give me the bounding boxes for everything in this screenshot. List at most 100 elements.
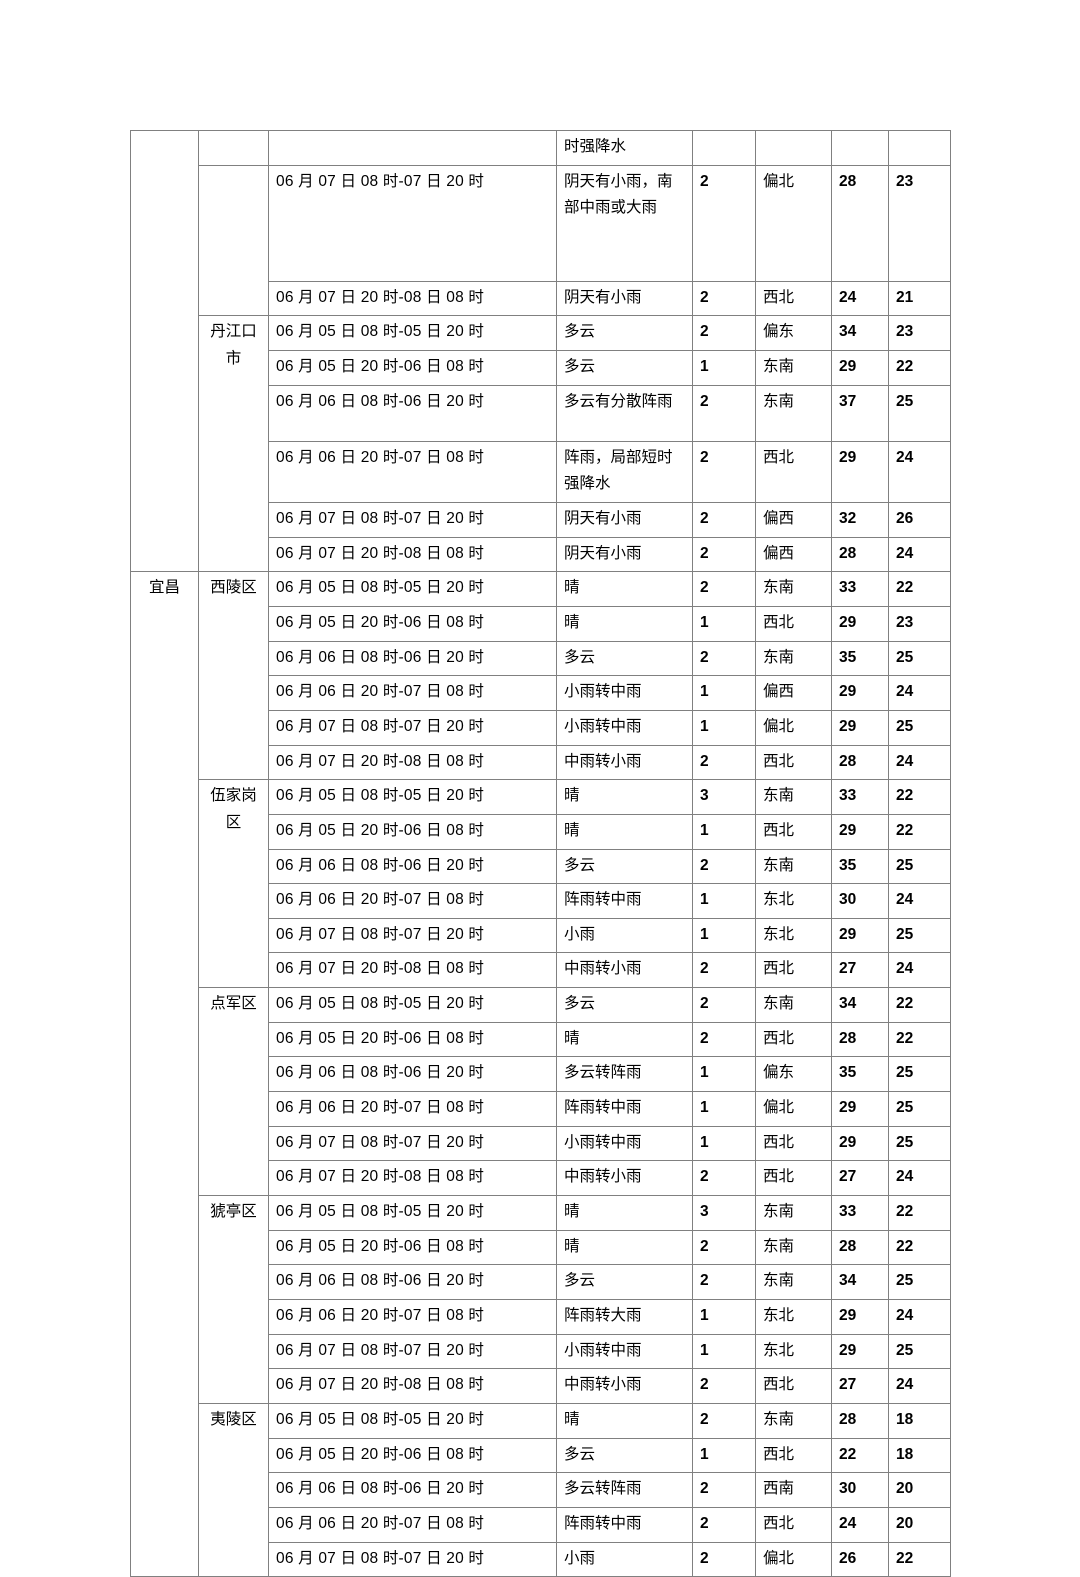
- high-temp-cell: 30: [831, 1472, 889, 1508]
- period-cell: 06 月 06 日 08 时-06 日 20 时: [268, 1472, 557, 1508]
- wind-direction-cell: 西北: [755, 605, 832, 642]
- table-row: 06 月 06 日 20 时-07 日 08 时小雨转中雨 1 偏西 29 24: [131, 675, 951, 711]
- wind-force-cell: 1: [692, 1125, 756, 1162]
- wind-force-cell: 2: [692, 640, 756, 677]
- low-temp-cell: 24: [888, 1299, 951, 1335]
- table-row: 点军区 06 月 05 日 08 时-05 日 20 时多云 2 东南 34 22: [131, 987, 951, 1197]
- wind-direction-cell: 东北: [755, 883, 832, 919]
- period-cell: 06 月 05 日 20 时-06 日 08 时: [268, 1229, 557, 1266]
- table-row: 时强降水: [130, 129, 951, 573]
- period-cell: 06 月 06 日 08 时-06 日 20 时: [268, 848, 557, 885]
- weather-cell: 小雨转中雨: [556, 1333, 693, 1370]
- period-cell: 06 月 05 日 20 时-06 日 08 时: [268, 349, 557, 386]
- wind-force-cell: 2: [692, 1403, 756, 1439]
- high-temp-cell: 28: [831, 1403, 889, 1439]
- low-temp-cell: 22: [888, 779, 951, 815]
- wind-direction-cell: 东南: [755, 987, 832, 1023]
- low-temp-cell: 25: [888, 709, 951, 746]
- high-temp-cell: [831, 130, 889, 166]
- weather-cell: 阴天有小雨: [556, 280, 693, 317]
- period-cell: 06 月 07 日 08 时-07 日 20 时: [268, 1333, 557, 1370]
- wind-direction-cell: 东北: [755, 1299, 832, 1335]
- low-temp-cell: 22: [888, 1021, 951, 1058]
- wind-force-cell: 2: [692, 571, 756, 607]
- wind-direction-cell: 东北: [755, 1333, 832, 1370]
- wind-force-cell: 2: [692, 1229, 756, 1266]
- district-cell: 夷陵区: [198, 1402, 269, 1577]
- wind-force-cell: 2: [692, 744, 756, 781]
- high-temp-cell: 29: [831, 1091, 889, 1127]
- table-row: 06 月 07 日 20 时-08 日 08 时中雨转小雨 2 西北 27 24: [131, 1160, 951, 1197]
- table-row: 06 月 07 日 08 时-07 日 20 时小雨转中雨 1 西北 29 25: [131, 1125, 951, 1162]
- low-temp-cell: 25: [888, 1125, 951, 1162]
- period-cell: 06 月 07 日 20 时-08 日 08 时: [268, 1160, 557, 1197]
- wind-direction-cell: 东南: [755, 571, 832, 607]
- period-cell: 06 月 07 日 20 时-08 日 08 时: [268, 952, 557, 989]
- table-row: 06 月 07 日 20 时-08 日 08 时阴天有小雨 2 偏西 28 24: [131, 536, 951, 573]
- table-row: 06 月 07 日 08 时-07 日 20 时小雨转中雨 1 偏北 29 25: [131, 709, 951, 746]
- wind-force-cell: 2: [692, 280, 756, 317]
- district-cell: 点军区: [198, 987, 269, 1197]
- wind-direction-cell: 西北: [755, 1125, 832, 1162]
- weather-cell: 阴天有小雨: [556, 501, 693, 538]
- period-cell: 06 月 05 日 20 时-06 日 08 时: [268, 1437, 557, 1474]
- wind-force-cell: 1: [692, 1437, 756, 1474]
- low-temp-cell: 22: [888, 1195, 951, 1231]
- table-row: 夷陵区 06 月 05 日 08 时-05 日 20 时晴 2 东南 28 18: [131, 1402, 951, 1577]
- wind-force-cell: 2: [692, 848, 756, 885]
- wind-force-cell: 2: [692, 384, 756, 442]
- district-cell: [198, 164, 269, 317]
- wind-direction-cell: 西北: [755, 813, 832, 850]
- low-temp-cell: 22: [888, 987, 951, 1023]
- weather-cell: 多云: [556, 640, 693, 677]
- city-cell: 宜昌: [130, 571, 199, 1577]
- weather-cell: 多云: [556, 848, 693, 885]
- wind-direction-cell: 偏西: [755, 501, 832, 538]
- low-temp-cell: 20: [888, 1472, 951, 1508]
- high-temp-cell: 29: [831, 917, 889, 954]
- wind-force-cell: 2: [692, 952, 756, 989]
- low-temp-cell: 25: [888, 640, 951, 677]
- wind-direction-cell: 西北: [755, 952, 832, 989]
- table-row: 06 月 05 日 20 时-06 日 08 时晴 1 西北 29 23: [131, 605, 951, 642]
- wind-direction-cell: 偏西: [755, 675, 832, 711]
- weather-cell: 多云: [556, 1437, 693, 1474]
- low-temp-cell: 26: [888, 501, 951, 538]
- wind-direction-cell: 西北: [755, 1437, 832, 1474]
- wind-force-cell: 1: [692, 1333, 756, 1370]
- high-temp-cell: 33: [831, 1195, 889, 1231]
- weather-cell: 阵雨转中雨: [556, 883, 693, 919]
- high-temp-cell: 24: [831, 280, 889, 317]
- wind-force-cell: 2: [692, 987, 756, 1023]
- period-cell: 06 月 06 日 20 时-07 日 08 时: [268, 675, 557, 711]
- table-row: 06 月 05 日 20 时-06 日 08 时晴 2 西北 28 22: [131, 1021, 951, 1058]
- district-cell: 丹江口市: [198, 315, 269, 573]
- low-temp-cell: 22: [888, 571, 951, 607]
- low-temp-cell: 23: [888, 315, 951, 351]
- wind-direction-cell: 西北: [755, 744, 832, 781]
- wind-direction-cell: 西北: [755, 280, 832, 317]
- period-cell: 06 月 06 日 20 时-07 日 08 时: [268, 1506, 557, 1543]
- wind-direction-cell: 西北: [755, 1506, 832, 1543]
- wind-direction-cell: 东南: [755, 1264, 832, 1301]
- low-temp-cell: 23: [888, 605, 951, 642]
- high-temp-cell: 29: [831, 605, 889, 642]
- district-cell: [198, 130, 269, 166]
- period-cell: 06 月 05 日 20 时-06 日 08 时: [268, 813, 557, 850]
- wind-force-cell: 3: [692, 1195, 756, 1231]
- period-cell: 06 月 07 日 20 时-08 日 08 时: [268, 280, 557, 317]
- table-row: 06 月 07 日 20 时-08 日 08 时中雨转小雨 2 西北 28 24: [131, 744, 951, 781]
- low-temp-cell: 23: [888, 164, 951, 282]
- table-row: 06 月 07 日 20 时-08 日 08 时阴天有小雨 2 西北 24 21: [131, 280, 951, 317]
- weather-cell: 小雨转中雨: [556, 709, 693, 746]
- weather-cell: 阵雨转中雨: [556, 1091, 693, 1127]
- low-temp-cell: 22: [888, 349, 951, 386]
- wind-force-cell: 2: [692, 440, 756, 503]
- weather-cell: 多云有分散阵雨: [556, 384, 693, 442]
- table-row: 06 月 05 日 20 时-06 日 08 时晴 1 西北 29 22: [131, 813, 951, 850]
- weather-cell: 晴: [556, 1229, 693, 1266]
- high-temp-cell: 28: [831, 164, 889, 282]
- high-temp-cell: 29: [831, 1299, 889, 1335]
- wind-force-cell: 2: [692, 315, 756, 351]
- wind-direction-cell: [755, 130, 832, 166]
